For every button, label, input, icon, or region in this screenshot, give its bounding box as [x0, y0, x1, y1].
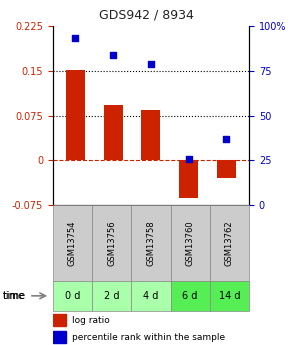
Text: GSM13762: GSM13762: [225, 220, 234, 266]
Point: [224, 136, 229, 142]
Point: [186, 156, 191, 161]
Point: [73, 36, 78, 41]
Text: 2 d: 2 d: [104, 291, 119, 301]
Text: GSM13756: GSM13756: [107, 220, 116, 266]
Bar: [104, 106, 122, 160]
Text: GDS942 / 8934: GDS942 / 8934: [99, 9, 194, 22]
Text: time: time: [3, 291, 25, 301]
Bar: [217, 160, 236, 178]
Text: GSM13754: GSM13754: [68, 220, 77, 266]
Text: log ratio: log ratio: [72, 316, 110, 325]
Text: percentile rank within the sample: percentile rank within the sample: [72, 333, 226, 342]
Text: GSM13760: GSM13760: [186, 220, 195, 266]
Text: 0 d: 0 d: [65, 291, 80, 301]
Text: 4 d: 4 d: [143, 291, 159, 301]
Bar: [66, 70, 85, 160]
Point: [149, 61, 153, 66]
Bar: [179, 160, 198, 197]
Text: GSM13758: GSM13758: [146, 220, 155, 266]
Bar: [142, 110, 160, 160]
Point: [111, 52, 115, 57]
Bar: [53, 331, 67, 343]
Text: time: time: [3, 291, 28, 301]
Text: 6 d: 6 d: [183, 291, 198, 301]
Text: 14 d: 14 d: [219, 291, 240, 301]
Bar: [53, 314, 67, 326]
